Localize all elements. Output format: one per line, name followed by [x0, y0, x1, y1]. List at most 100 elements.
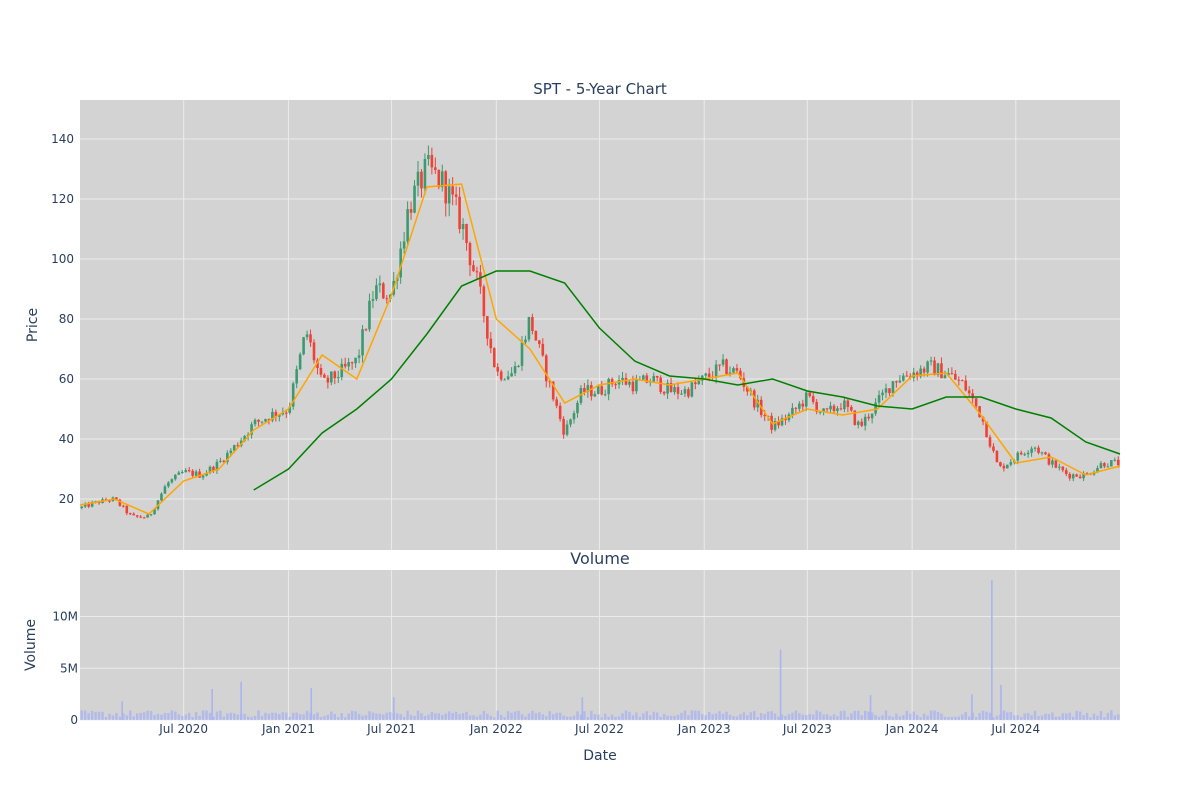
volume-bar: [735, 716, 739, 720]
candle-body: [492, 348, 496, 368]
volume-bar: [701, 714, 704, 720]
volume-bar: [468, 715, 472, 720]
candle-body: [780, 418, 784, 426]
candle-body: [891, 381, 895, 394]
volume-bar: [538, 712, 541, 720]
volume-bar: [541, 714, 545, 720]
candle-body: [125, 505, 129, 514]
candle-body: [905, 375, 909, 377]
candle-body: [170, 479, 174, 483]
candle-body: [922, 368, 926, 373]
x-tick-label: Jan 2023: [677, 722, 731, 736]
candle-body: [1082, 473, 1085, 479]
candle-body: [801, 403, 805, 407]
volume-bar: [111, 715, 115, 720]
candle-body: [756, 399, 760, 408]
candle-body: [1068, 474, 1072, 479]
x-tick-label: Jul 2023: [782, 722, 832, 736]
volume-bar: [603, 713, 607, 720]
volume-bar: [1058, 716, 1061, 720]
volume-bar: [271, 712, 274, 720]
volume-bar: [649, 715, 652, 720]
volume-bar: [985, 711, 988, 720]
volume-bar: [264, 712, 267, 720]
candle-body: [614, 384, 617, 386]
candle-body: [1110, 460, 1113, 467]
candle-body: [472, 265, 475, 272]
candle-body: [804, 392, 808, 407]
volume-bar: [149, 710, 153, 720]
volume-bar: [940, 713, 943, 720]
candle-body: [142, 517, 146, 519]
volume-bar: [83, 710, 87, 720]
volume-bar: [222, 716, 226, 720]
x-tick-label: Jul 2024: [990, 722, 1040, 736]
candle-body: [312, 342, 316, 361]
candle-body: [350, 362, 354, 364]
volume-bar: [416, 710, 420, 720]
volume-bar: [1103, 717, 1106, 720]
candle-body: [773, 421, 777, 430]
volume-bar: [818, 711, 822, 720]
candle-body: [947, 373, 950, 376]
candle-body: [330, 371, 333, 383]
candle-body: [555, 399, 558, 406]
candle-body: [215, 461, 219, 471]
volume-bar: [278, 713, 281, 720]
volume-bar: [194, 711, 198, 720]
price-y-tick-label: 20: [59, 492, 74, 506]
volume-bar: [863, 710, 867, 720]
volume-bar: [1009, 711, 1013, 720]
volume-bar: [243, 713, 246, 720]
candle-body: [534, 330, 538, 341]
candle-body: [333, 371, 337, 379]
candle-body: [839, 408, 843, 410]
candle-body: [683, 389, 687, 394]
candle-body: [895, 381, 898, 383]
volume-bar: [215, 711, 219, 720]
volume-bar: [763, 714, 766, 720]
candle-body: [915, 372, 919, 377]
candle-body: [735, 368, 739, 371]
candle-body: [503, 379, 506, 381]
candle-body: [336, 377, 340, 379]
volume-bar: [843, 710, 846, 720]
candle-body: [825, 408, 829, 410]
volume-spike-bar: [393, 697, 395, 720]
candle-body: [482, 286, 486, 317]
candle-body: [548, 381, 552, 383]
volume-bar: [184, 714, 187, 720]
candle-body: [257, 419, 260, 422]
candle-body: [461, 224, 465, 230]
candle-body: [187, 470, 191, 472]
candle-body: [1019, 452, 1023, 455]
volume-bar: [295, 712, 298, 720]
volume-bar: [773, 713, 777, 720]
volume-bar: [895, 713, 898, 720]
candle-body: [201, 475, 205, 478]
candle-body: [1023, 454, 1026, 456]
volume-bar: [350, 710, 354, 720]
volume-bar: [964, 711, 967, 720]
volume-bar: [919, 717, 922, 720]
candle-body: [846, 400, 850, 407]
candle-body: [971, 393, 974, 399]
candle-body: [867, 416, 870, 419]
candle-body: [409, 209, 413, 213]
candle-body: [368, 300, 371, 330]
volume-bar: [1023, 713, 1026, 720]
candle-body: [531, 316, 534, 331]
volume-bar: [226, 713, 229, 720]
volume-bar: [302, 714, 305, 720]
candle-body: [1009, 462, 1013, 465]
x-tick-label: Jan 2024: [885, 722, 939, 736]
volume-bar: [600, 717, 603, 720]
volume-bar: [961, 714, 964, 720]
candle-body: [881, 392, 884, 396]
candle-body: [506, 376, 510, 380]
volume-bar: [108, 713, 111, 720]
candle-body: [83, 503, 87, 507]
volume-bar: [1013, 715, 1016, 720]
candle-body: [888, 388, 891, 394]
volume-bar: [118, 716, 122, 720]
